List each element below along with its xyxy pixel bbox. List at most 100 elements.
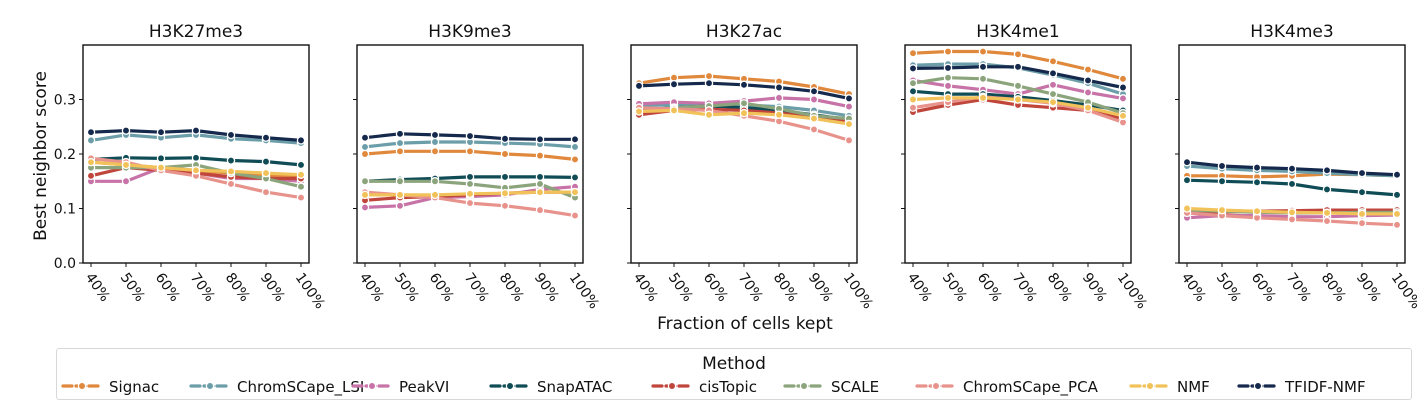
data-point (1118, 94, 1128, 103)
x-tick-label: 100% (1388, 270, 1417, 312)
data-point (360, 142, 370, 152)
data-point (121, 176, 131, 186)
data-point (1182, 175, 1192, 185)
data-point (978, 74, 988, 84)
data-point (296, 182, 306, 191)
data-point (430, 190, 440, 200)
y-tick-label: 0.3 (54, 93, 76, 109)
legend-title: Method (702, 354, 766, 374)
x-tick-label: 50% (939, 270, 970, 305)
legend-label: ChromSCape_PCA (963, 378, 1098, 396)
data-point (1217, 205, 1227, 215)
data-point (1287, 164, 1297, 173)
data-point (1357, 168, 1367, 178)
data-point (1048, 57, 1058, 66)
x-tick-label: 90% (1079, 270, 1110, 305)
data-point (296, 170, 306, 179)
data-point (943, 63, 953, 73)
legend-marker (1237, 381, 1279, 391)
x-tick-label: 70% (1283, 270, 1314, 305)
data-point (908, 78, 918, 88)
legend-label: NMF (1177, 378, 1210, 396)
data-point (943, 47, 953, 56)
data-point (1083, 65, 1093, 74)
panel-frame (82, 44, 310, 264)
data-point (809, 95, 819, 104)
x-tick-label: 100% (1114, 270, 1150, 312)
legend-marker (61, 381, 103, 391)
panel-title: H3K9me3 (428, 22, 511, 42)
legend-marker (1129, 381, 1171, 391)
legend-label: SnapATAC (537, 378, 613, 396)
x-tick-label: 60% (426, 270, 457, 305)
data-point (1013, 95, 1023, 104)
data-point (1322, 185, 1332, 194)
x-tick-label: 80% (496, 270, 527, 305)
data-point (1083, 103, 1093, 112)
data-point (570, 142, 580, 152)
data-point (121, 160, 131, 170)
data-point (570, 155, 580, 164)
data-point (908, 95, 918, 104)
x-axis-label: Fraction of cells kept (657, 314, 833, 334)
data-point (704, 110, 714, 120)
data-point (156, 154, 166, 163)
data-point (1013, 50, 1023, 59)
data-point (809, 87, 819, 96)
data-point (191, 153, 201, 163)
x-tick-label: 80% (222, 270, 253, 305)
x-tick-label: 90% (1353, 270, 1384, 305)
data-point (570, 187, 580, 197)
data-point (844, 102, 854, 111)
data-point (634, 81, 644, 91)
data-point (226, 156, 236, 165)
x-tick-label: 60% (152, 270, 183, 305)
data-point (261, 187, 271, 197)
x-tick-label: 50% (1213, 270, 1244, 305)
data-point (296, 193, 306, 202)
y-tick-label: 0.1 (54, 202, 76, 218)
data-point (704, 78, 714, 88)
data-point (1322, 208, 1332, 218)
data-point (1118, 83, 1128, 92)
data-point (978, 62, 988, 72)
data-point (570, 173, 580, 182)
data-point (844, 119, 854, 129)
data-point (395, 190, 405, 200)
x-tick-label: 70% (461, 270, 492, 305)
data-point (1048, 69, 1058, 78)
x-tick-label: 40% (1178, 270, 1209, 305)
data-point (739, 99, 749, 108)
data-point (739, 80, 749, 90)
data-point (1217, 161, 1227, 171)
x-tick-label: 90% (805, 270, 836, 305)
data-point (1357, 209, 1367, 219)
data-point (500, 188, 510, 198)
data-point (1048, 97, 1058, 107)
data-point (1392, 170, 1402, 179)
data-point (978, 93, 988, 103)
data-point (430, 176, 440, 186)
panel-frame (630, 44, 858, 264)
data-point (500, 201, 510, 211)
data-point (908, 103, 918, 112)
panel-frame (356, 44, 584, 264)
legend-label: Signac (109, 378, 160, 396)
data-point (1392, 220, 1402, 230)
x-tick-label: 50% (665, 270, 696, 305)
panel-h3k27me3: H3K27me3 0.0 0.1 0.2 0.3 40% 50% 60% 70% 80% 90% 10… (54, 22, 328, 312)
data-point (465, 147, 475, 156)
panel-h3k27ac: H3K27ac 40% 50% 60% 70% 80% 90% 100% (627, 22, 876, 312)
data-point (191, 166, 201, 175)
data-point (86, 171, 96, 181)
data-point (1013, 62, 1023, 72)
data-point (1118, 74, 1128, 84)
x-tick-label: 90% (257, 270, 288, 305)
data-point (1252, 163, 1262, 172)
data-point (1392, 209, 1402, 219)
x-tick-label: 80% (770, 270, 801, 305)
data-point (1048, 80, 1058, 90)
data-point (465, 198, 475, 208)
